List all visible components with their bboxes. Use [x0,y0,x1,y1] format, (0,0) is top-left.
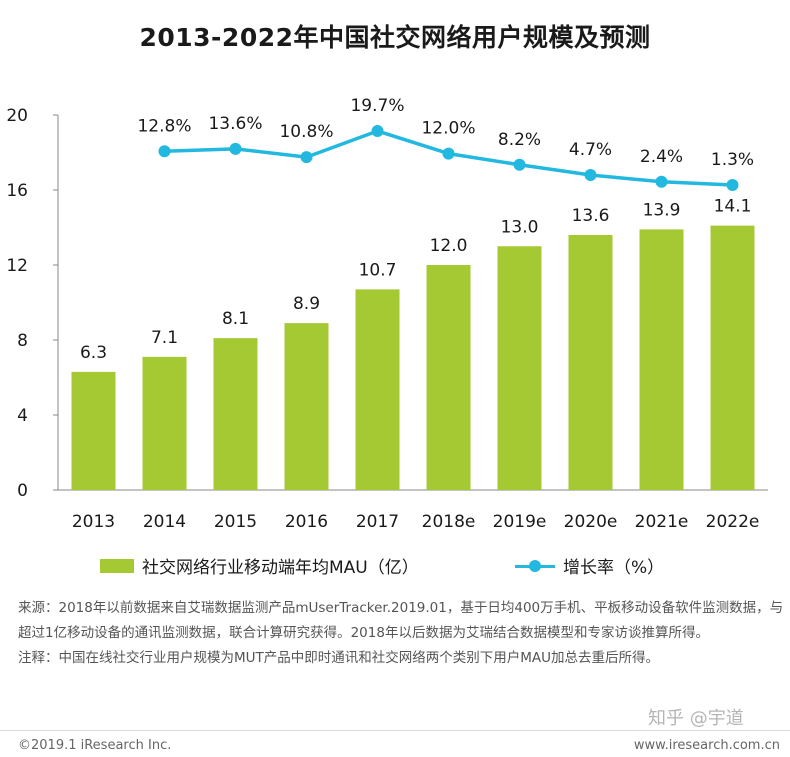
bar [426,265,471,490]
growth-rate-label: 12.8% [137,116,191,136]
bar [568,235,613,490]
growth-rate-point [442,147,455,160]
bar-value-label: 10.7 [359,260,397,280]
x-tick-label: 2015 [214,512,257,532]
x-tick-label: 2018e [422,512,476,532]
bar-value-label: 13.6 [572,206,610,226]
growth-rate-label: 19.7% [350,96,404,116]
bar [213,338,258,490]
source-note: 来源：2018年以前数据来自艾瑞数据监测产品mUserTracker.2019.… [18,600,784,641]
bar-value-label: 7.1 [151,328,178,348]
y-tick-label: 8 [17,331,28,351]
footer-divider [0,730,790,731]
x-tick-label: 2013 [72,512,115,532]
bar [497,246,542,490]
y-tick-label: 4 [17,406,28,426]
legend-line-swatch [515,559,555,573]
growth-rate-point [229,142,242,155]
y-tick-label: 12 [6,256,28,276]
bar-value-label: 12.0 [430,236,468,256]
remark-note: 注释：中国在线社交行业用户规模为MUT产品中即时通讯和社交网络两个类别下用户MA… [18,650,660,666]
x-tick-label: 2019e [493,512,547,532]
growth-rate-point [371,125,384,137]
x-tick-label: 2014 [143,512,186,532]
notes: 来源：2018年以前数据来自艾瑞数据监测产品mUserTracker.2019.… [18,596,788,671]
legend-bar-label: 社交网络行业移动端年均MAU（亿） [142,558,419,578]
y-tick-label: 0 [17,481,28,501]
growth-rate-label: 1.3% [711,150,754,170]
bar [639,229,684,490]
bar-value-label: 13.0 [501,217,539,237]
chart: 0 4 8 12 16 20 6.3 2013 7.1 2014 8.1 2015 8.9 2016 10.… [6,96,768,532]
x-tick-label: 2016 [285,512,328,532]
x-tick-label: 2017 [356,512,399,532]
growth-rate-label: 13.6% [208,114,262,134]
legend-line-label: 增长率（%） [563,558,665,578]
growth-rate-point [513,158,526,171]
bar [284,323,329,490]
x-tick-label: 2021e [635,512,689,532]
growth-rate-label: 4.7% [569,140,612,160]
bar [142,356,187,490]
growth-rate-label: 8.2% [498,130,541,150]
bar [710,225,755,490]
y-tick-label: 20 [6,106,28,126]
bar-value-label: 8.1 [222,309,249,329]
bar-value-label: 14.1 [714,197,752,217]
legend-line: 增长率（%） [515,553,664,578]
growth-rate-point [655,175,668,188]
bar-value-label: 8.9 [293,294,320,314]
growth-rate-label: 2.4% [640,147,683,167]
growth-rate-label: 10.8% [279,122,333,142]
bar-value-label: 6.3 [80,343,107,363]
chart-title: 2013-2022年中国社交网络用户规模及预测 [139,23,651,52]
legend-bar: 社交网络行业移动端年均MAU（亿） [100,553,419,578]
y-tick-label: 16 [6,181,28,201]
growth-rate-point [584,169,597,182]
bar [71,371,116,490]
legend-bar-swatch [100,558,134,573]
x-tick-label: 2020e [564,512,618,532]
growth-rate-label: 12.0% [421,119,475,139]
growth-rate-point [158,145,171,158]
copyright: ©2019.1 iResearch Inc. [18,738,172,753]
bar-value-label: 13.9 [643,200,681,220]
growth-rate-point [726,179,739,191]
website: www.iresearch.com.cn [633,738,780,753]
bar [355,289,400,490]
watermark: 知乎 @宇道 [648,708,744,729]
growth-rate-point [300,151,313,164]
x-tick-label: 2022e [706,512,760,532]
